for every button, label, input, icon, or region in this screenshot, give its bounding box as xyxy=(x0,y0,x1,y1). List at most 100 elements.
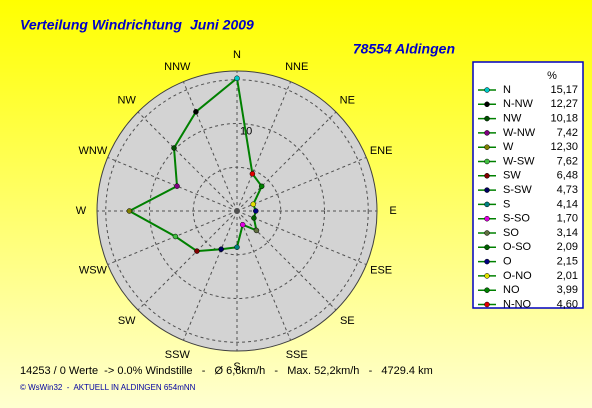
legend-marker xyxy=(484,258,490,265)
legend-marker xyxy=(484,87,490,93)
legend-name: O-NO xyxy=(503,270,532,282)
axis-label: NE xyxy=(340,95,355,107)
data-point xyxy=(253,208,259,214)
spoke xyxy=(137,111,238,212)
legend-marker xyxy=(484,101,490,108)
spoke xyxy=(236,210,292,341)
legend-value: 10,18 xyxy=(550,113,578,125)
legend-marker xyxy=(484,215,490,222)
legend-value: 4,14 xyxy=(557,198,578,210)
legend-marker xyxy=(484,273,490,279)
legend-name: O-SO xyxy=(503,241,532,253)
axis-label: SSW xyxy=(165,349,191,361)
axis-label: SW xyxy=(118,315,136,327)
legend-marker xyxy=(484,287,490,293)
data-point xyxy=(126,208,133,214)
axis-label: E xyxy=(389,205,396,217)
legend-value: 2,01 xyxy=(557,270,578,282)
legend-marker xyxy=(484,301,490,308)
legend-marker xyxy=(484,187,490,193)
spoke xyxy=(236,81,292,212)
footer: 14253 / 0 Werte -> 0.0% Windstille - Ø 6… xyxy=(20,365,433,377)
spoke xyxy=(236,156,367,212)
legend-name: S-SW xyxy=(503,184,532,196)
legend-name: SO xyxy=(503,227,519,239)
data-point xyxy=(218,246,224,252)
legend-value: 2,15 xyxy=(557,256,578,268)
legend-name: SW xyxy=(503,170,521,182)
legend-value: 7,42 xyxy=(557,127,578,139)
legend-value: 4,73 xyxy=(557,184,578,196)
axis-label: NNE xyxy=(285,61,308,73)
spoke xyxy=(236,210,337,311)
data-point xyxy=(249,171,256,177)
data-point xyxy=(172,233,179,240)
axis-label: WNW xyxy=(79,145,108,157)
legend-marker xyxy=(484,173,490,179)
grid-ring xyxy=(149,123,325,299)
legend-value: 15,17 xyxy=(550,84,578,96)
legend-marker xyxy=(484,130,490,136)
legend-marker xyxy=(484,158,490,165)
legend-name: S xyxy=(503,198,510,210)
spoke xyxy=(182,81,238,212)
legend-name: O xyxy=(503,256,512,268)
legend-value: 3,14 xyxy=(557,227,578,239)
axis-label: W xyxy=(76,205,87,217)
legend-marker xyxy=(484,115,490,122)
spoke xyxy=(236,111,337,212)
data-point xyxy=(234,75,240,82)
legend-name: N-NO xyxy=(503,298,532,310)
spoke xyxy=(107,210,238,266)
legend-title: % xyxy=(547,70,557,82)
data-point xyxy=(194,248,200,254)
legend-box xyxy=(472,61,584,309)
legend-value: 3,99 xyxy=(557,284,578,296)
axis-label: WSW xyxy=(79,265,108,277)
axis-label: SE xyxy=(340,315,355,327)
legend-marker xyxy=(484,230,490,236)
legend-name: NW xyxy=(503,113,522,125)
spoke xyxy=(137,210,238,311)
data-point xyxy=(253,227,260,234)
spoke xyxy=(182,210,238,341)
legend-marker xyxy=(484,201,490,208)
axis-label: ENE xyxy=(370,145,393,157)
legend-name: N xyxy=(503,84,511,96)
data-point xyxy=(171,145,177,151)
axis-label: SSE xyxy=(286,349,308,361)
legend-name: W-SW xyxy=(503,155,535,167)
legend-marker xyxy=(484,244,490,251)
station: 78554 Aldingen xyxy=(353,41,455,57)
legend-name: W-NW xyxy=(503,127,536,139)
legend-name: S-SO xyxy=(503,213,530,225)
legend-value: 12,30 xyxy=(550,141,578,153)
credit: © WsWin32 - AKTUELL IN ALDINGEN 654mNN xyxy=(20,383,196,392)
legend-name: NO xyxy=(503,284,520,296)
axis-label: ESE xyxy=(370,265,392,277)
legend-value: 6,48 xyxy=(557,170,578,182)
axis-label: S xyxy=(233,361,240,373)
legend-name: W xyxy=(503,141,514,153)
legend-value: 7,62 xyxy=(557,155,578,167)
legend-marker xyxy=(484,144,490,150)
data-point xyxy=(234,244,240,250)
legend-value: 4,60 xyxy=(557,298,578,310)
data-point xyxy=(174,183,180,189)
chart-title: Verteilung Windrichtung xyxy=(20,17,182,33)
data-point xyxy=(250,201,256,208)
data-point xyxy=(239,221,246,228)
data-point xyxy=(258,183,265,190)
axis-label: NW xyxy=(118,95,137,107)
legend-value: 12,27 xyxy=(550,98,578,110)
spoke xyxy=(236,210,367,266)
period: Juni 2009 xyxy=(190,17,254,33)
legend-name: N-NW xyxy=(503,98,534,110)
data-point xyxy=(251,215,257,221)
axis-label: N xyxy=(233,49,241,61)
legend-value: 2,09 xyxy=(557,241,578,253)
legend-value: 1,70 xyxy=(557,213,578,225)
spoke xyxy=(107,156,238,212)
